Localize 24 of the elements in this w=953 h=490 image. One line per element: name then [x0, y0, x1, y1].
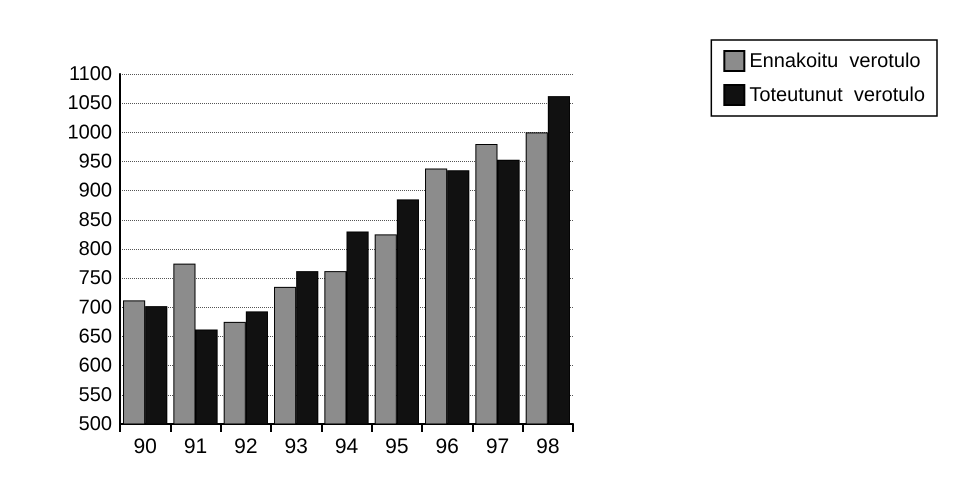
legend-label: Ennakoitu verotulo	[749, 50, 921, 72]
y-tick-label: 950	[78, 150, 112, 172]
y-tick-label: 900	[78, 180, 112, 202]
y-tick-label: 700	[78, 296, 112, 318]
legend-label: Toteutunut verotulo	[749, 84, 926, 106]
x-tick-label: 97	[486, 435, 510, 458]
x-tick-label: 92	[234, 435, 258, 458]
y-tick-label: 500	[78, 413, 112, 435]
y-tick-label: 600	[78, 354, 112, 377]
y-tick-label: 750	[78, 267, 112, 290]
x-tick-label: 93	[284, 435, 308, 458]
y-tick-label: 800	[78, 238, 112, 260]
x-tick-label: 95	[385, 435, 409, 458]
x-tick-label: 96	[435, 435, 459, 458]
y-tick-label: 1100	[68, 63, 112, 85]
x-tick-label: 91	[184, 435, 208, 458]
y-tick-label: 650	[78, 326, 112, 348]
x-tick-label: 98	[536, 435, 560, 458]
y-tick-label: 1050	[68, 92, 112, 114]
x-tick-label: 94	[334, 435, 358, 458]
x-tick-label: 90	[133, 435, 157, 458]
y-tick-label: 1000	[68, 121, 112, 144]
y-tick-label: 550	[78, 384, 112, 406]
y-tick-label: 850	[78, 208, 112, 231]
